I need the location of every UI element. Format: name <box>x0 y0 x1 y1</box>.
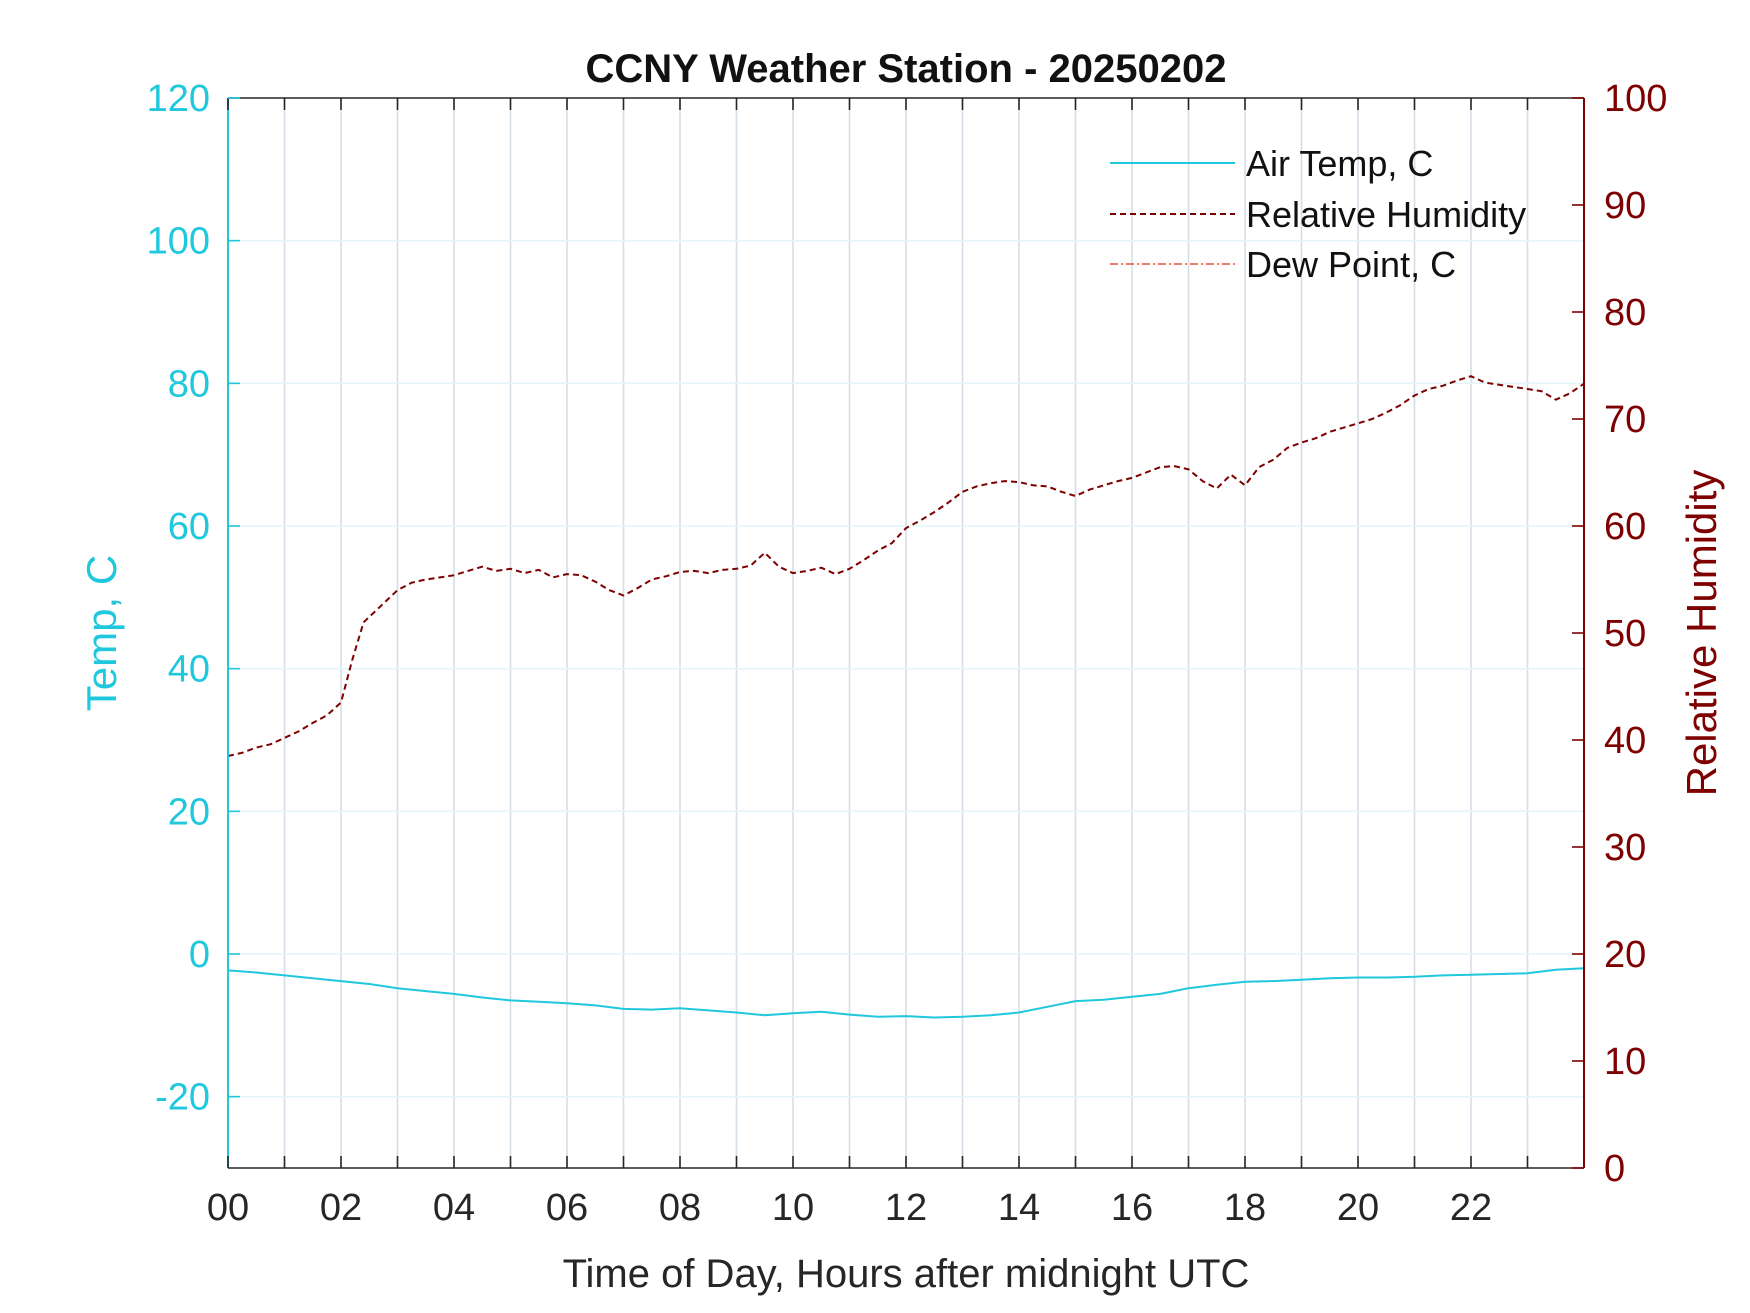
x-tick-label: 14 <box>998 1187 1040 1229</box>
y-right-tick-label: 30 <box>1604 827 1646 869</box>
y-right-tick-label: 80 <box>1604 292 1646 334</box>
y-right-tick-label: 40 <box>1604 720 1646 762</box>
x-tick-label: 18 <box>1224 1187 1266 1229</box>
x-tick-label: 10 <box>772 1187 814 1229</box>
x-tick-label: 06 <box>546 1187 588 1229</box>
x-tick-label: 00 <box>207 1187 249 1229</box>
x-tick-label: 20 <box>1337 1187 1379 1229</box>
series-layer <box>227 375 1585 1019</box>
x-tick-label: 22 <box>1450 1187 1492 1229</box>
legend-label: Relative Humidity <box>1246 194 1526 235</box>
x-tick-label: 08 <box>659 1187 701 1229</box>
grid <box>228 98 1584 1168</box>
y-right-tick-label: 100 <box>1604 78 1667 120</box>
y-left-tick-label: 100 <box>147 221 210 263</box>
y-right-tick-label: 70 <box>1604 399 1646 441</box>
legend: Air Temp, C Relative Humidity Dew Point, C <box>1110 143 1526 285</box>
y-left-tick-label: 60 <box>168 506 210 548</box>
y-left-tick-label: 120 <box>147 78 210 120</box>
y-right-tick-label: 50 <box>1604 613 1646 655</box>
y-right-tick-label: 20 <box>1604 934 1646 976</box>
y-right-tick-label: 60 <box>1604 506 1646 548</box>
y-left-tick-label: 0 <box>189 934 210 976</box>
y-left-tick-label: 80 <box>168 363 210 405</box>
series-line-relative-humidity <box>227 375 1585 757</box>
x-tick-label: 02 <box>320 1187 362 1229</box>
legend-label: Dew Point, C <box>1246 244 1456 285</box>
y-right-tick-label: 10 <box>1604 1041 1646 1083</box>
y-left-tick-label: 20 <box>168 791 210 833</box>
x-tick-label: 12 <box>885 1187 927 1229</box>
axes: 00 02 04 06 08 10 12 14 16 18 20 22-200204060801001… <box>147 78 1668 1229</box>
x-axis-label: Time of Day, Hours after midnight UTC <box>563 1252 1250 1296</box>
y-axis-right-label: Relative Humidity <box>1678 470 1725 797</box>
y-left-tick-label: -20 <box>155 1077 210 1119</box>
x-tick-label: 04 <box>433 1187 475 1229</box>
chart-title: CCNY Weather Station - 20250202 <box>586 47 1227 91</box>
legend-label: Air Temp, C <box>1246 143 1433 184</box>
y-left-tick-label: 40 <box>168 649 210 691</box>
x-tick-label: 16 <box>1111 1187 1153 1229</box>
y-right-tick-label: 0 <box>1604 1148 1625 1190</box>
y-right-tick-label: 90 <box>1604 185 1646 227</box>
y-axis-left-label: Temp, C <box>78 555 125 711</box>
series-line-air-temp-c <box>227 967 1585 1019</box>
